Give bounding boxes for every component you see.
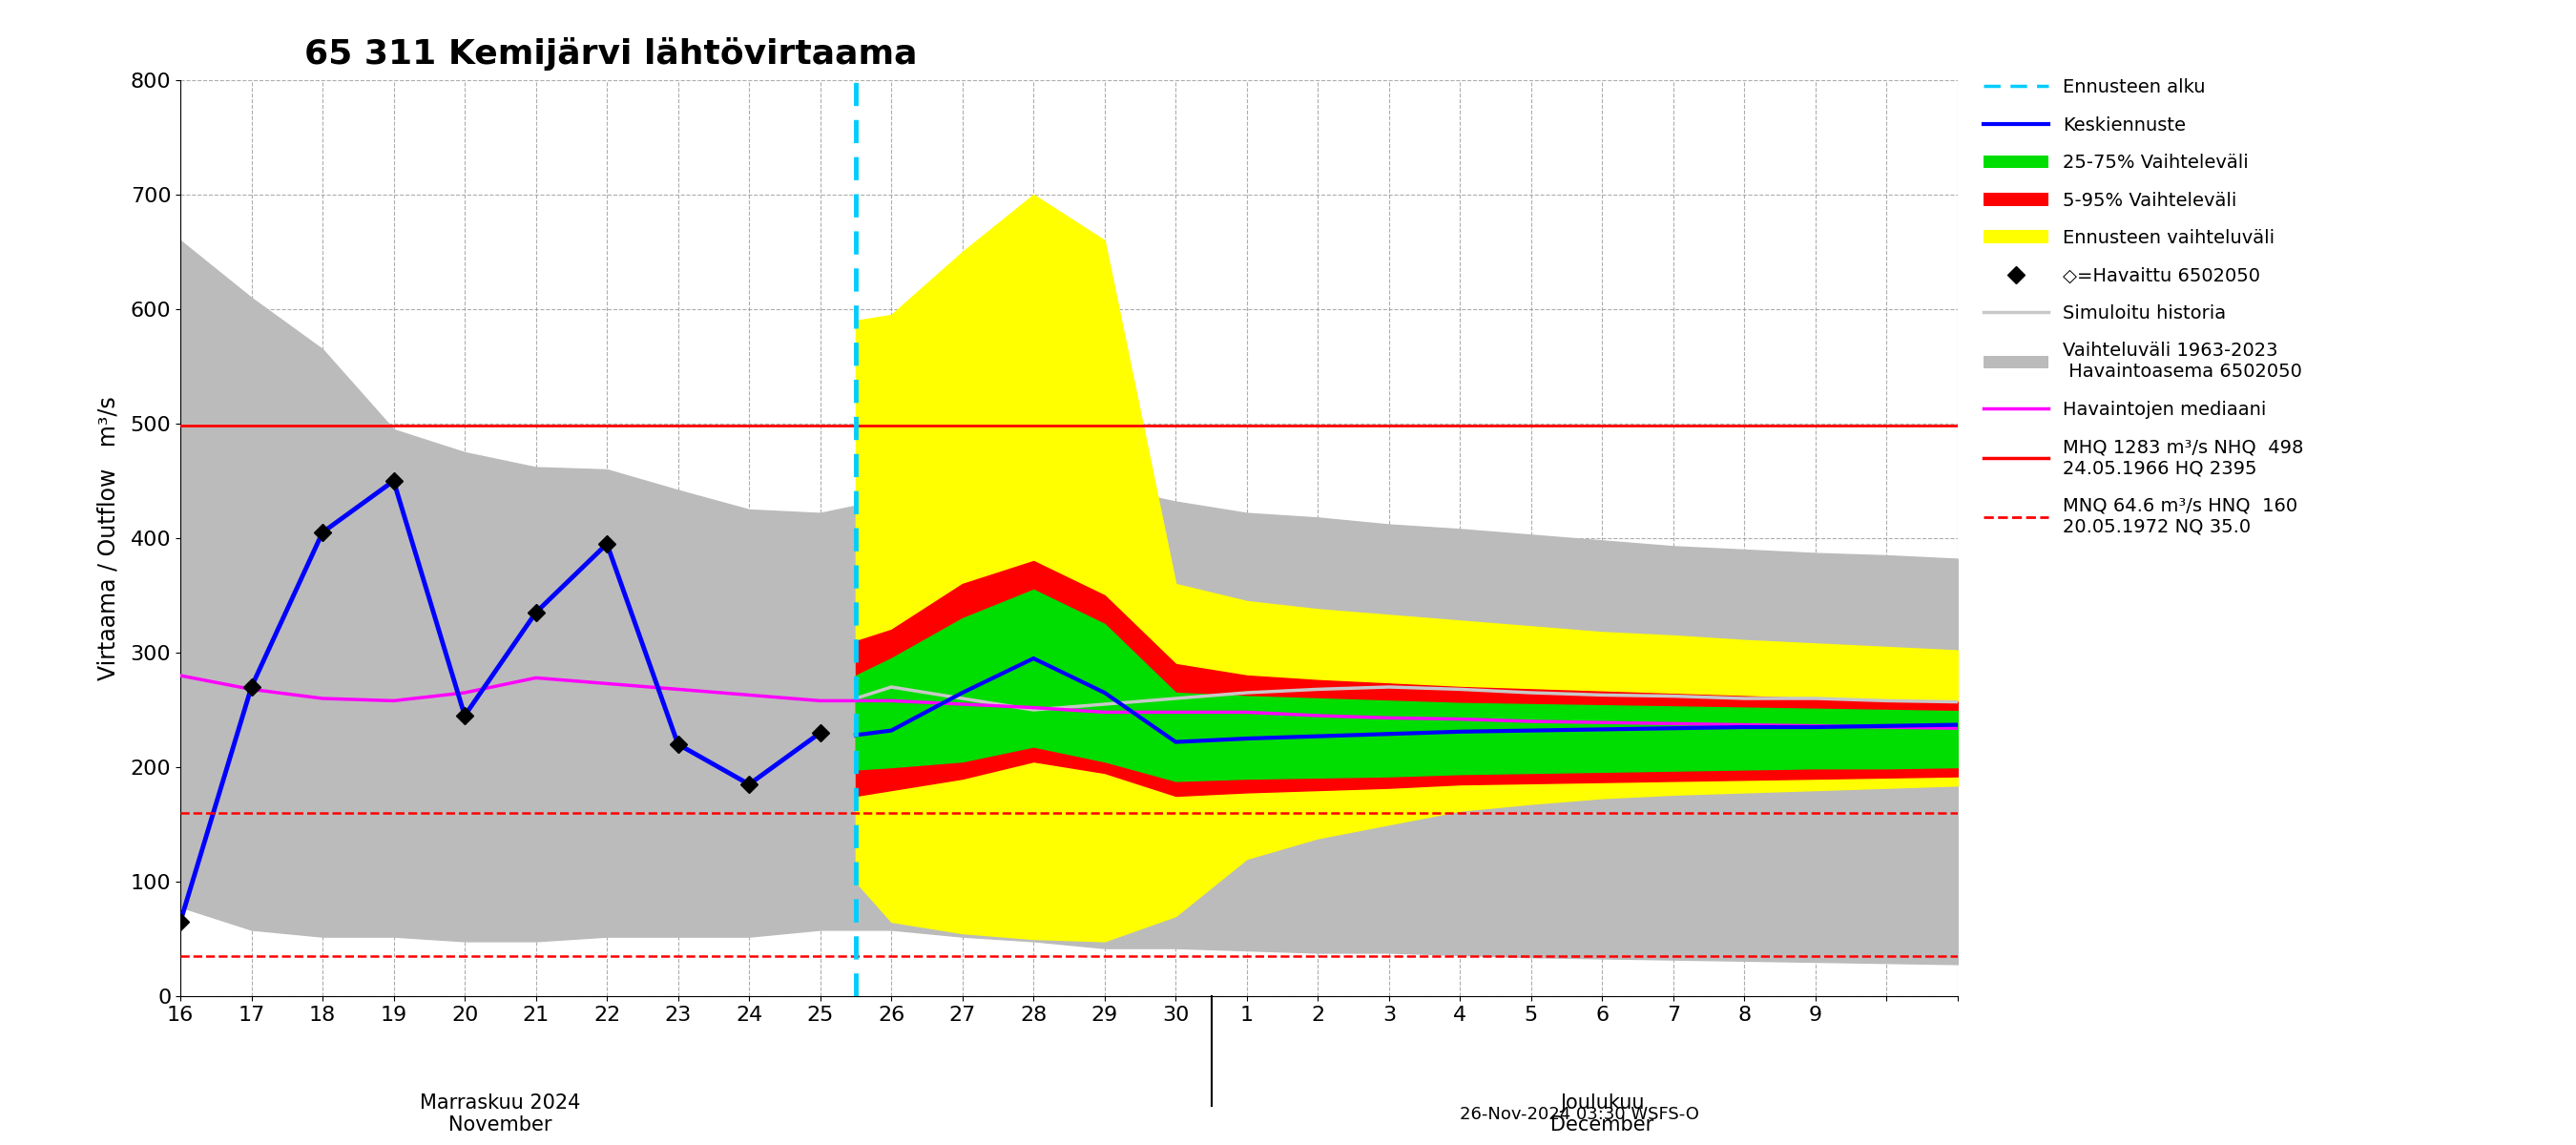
Text: Marraskuu 2024
November: Marraskuu 2024 November (420, 1093, 580, 1135)
Text: Joulukuu
December: Joulukuu December (1551, 1093, 1654, 1135)
Legend: Ennusteen alku, Keskiennuste, 25-75% Vaihteleväli, 5-95% Vaihteleväli, Ennusteen: Ennusteen alku, Keskiennuste, 25-75% Vai… (1976, 71, 2311, 543)
Text: 65 311 Kemijärvi lähtövirtaama: 65 311 Kemijärvi lähtövirtaama (304, 38, 917, 71)
Text: 26-Nov-2024 03:30 WSFS-O: 26-Nov-2024 03:30 WSFS-O (1461, 1106, 1700, 1123)
Y-axis label: Virtaama / Outflow   m³/s: Virtaama / Outflow m³/s (98, 396, 118, 680)
